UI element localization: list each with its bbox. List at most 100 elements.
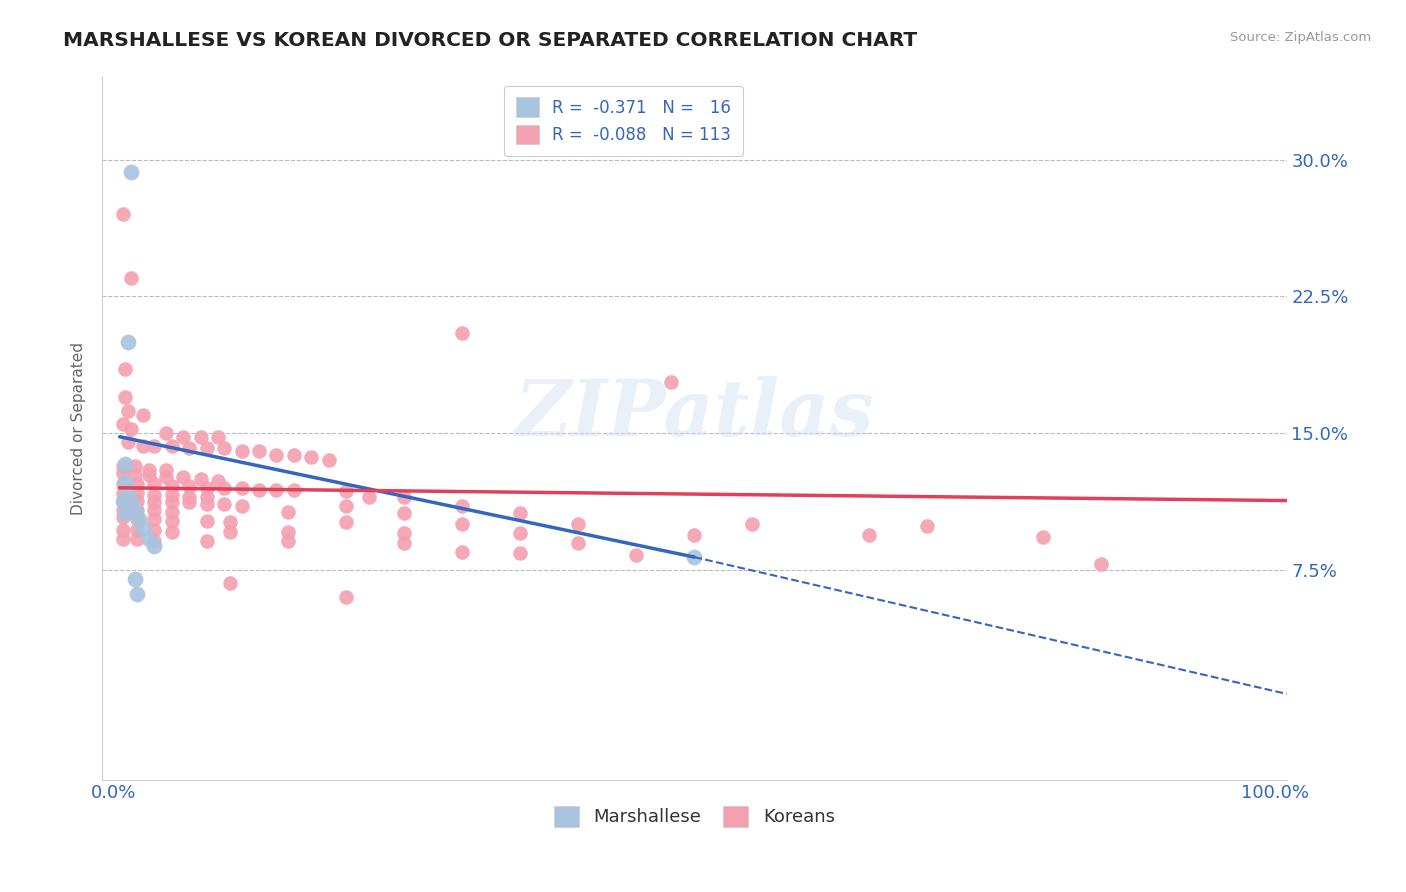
Y-axis label: Divorced or Separated: Divorced or Separated bbox=[72, 342, 86, 515]
Point bbox=[125, 477, 148, 491]
Point bbox=[114, 475, 136, 490]
Point bbox=[335, 591, 357, 605]
Point bbox=[125, 586, 148, 600]
Point bbox=[247, 483, 270, 497]
Point bbox=[143, 533, 166, 548]
Point bbox=[143, 512, 166, 526]
Point bbox=[143, 477, 166, 491]
Point bbox=[335, 499, 357, 513]
Point bbox=[138, 532, 160, 546]
Point bbox=[128, 512, 150, 526]
Point bbox=[247, 444, 270, 458]
Point bbox=[858, 528, 880, 542]
Point bbox=[155, 470, 177, 484]
Text: ZIPatlas: ZIPatlas bbox=[515, 376, 875, 453]
Point bbox=[451, 517, 474, 532]
Point bbox=[143, 439, 166, 453]
Point bbox=[359, 490, 381, 504]
Point bbox=[219, 524, 242, 539]
Point bbox=[626, 549, 648, 563]
Point bbox=[125, 512, 148, 526]
Point bbox=[231, 499, 253, 513]
Point bbox=[160, 504, 183, 518]
Point bbox=[155, 426, 177, 441]
Point bbox=[160, 495, 183, 509]
Point bbox=[112, 467, 135, 481]
Point bbox=[509, 506, 531, 520]
Point bbox=[112, 523, 135, 537]
Point bbox=[190, 430, 212, 444]
Point bbox=[1032, 530, 1054, 544]
Point bbox=[179, 441, 201, 455]
Point bbox=[114, 506, 136, 520]
Point bbox=[195, 514, 218, 528]
Point bbox=[318, 453, 340, 467]
Point bbox=[509, 546, 531, 560]
Point bbox=[112, 486, 135, 500]
Point bbox=[392, 535, 415, 549]
Point bbox=[392, 526, 415, 541]
Point bbox=[143, 502, 166, 516]
Point bbox=[112, 207, 135, 221]
Point bbox=[283, 483, 305, 497]
Point bbox=[567, 535, 589, 549]
Point bbox=[125, 532, 148, 546]
Point bbox=[117, 334, 139, 349]
Point bbox=[138, 468, 160, 483]
Point bbox=[132, 439, 155, 453]
Point bbox=[195, 497, 218, 511]
Point bbox=[231, 481, 253, 495]
Point bbox=[173, 430, 195, 444]
Point bbox=[915, 519, 938, 533]
Point bbox=[509, 526, 531, 541]
Point bbox=[160, 439, 183, 453]
Point bbox=[277, 524, 299, 539]
Point bbox=[335, 516, 357, 530]
Text: Source: ZipAtlas.com: Source: ZipAtlas.com bbox=[1230, 31, 1371, 45]
Point bbox=[451, 499, 474, 513]
Point bbox=[567, 517, 589, 532]
Point bbox=[266, 483, 288, 497]
Point bbox=[125, 523, 148, 537]
Point bbox=[160, 479, 183, 493]
Point bbox=[231, 444, 253, 458]
Point bbox=[283, 448, 305, 462]
Point bbox=[112, 493, 135, 508]
Point bbox=[392, 490, 415, 504]
Point bbox=[117, 484, 139, 499]
Point bbox=[195, 533, 218, 548]
Point bbox=[112, 417, 135, 431]
Point bbox=[160, 488, 183, 502]
Point bbox=[179, 495, 201, 509]
Point bbox=[219, 575, 242, 590]
Point bbox=[112, 502, 135, 516]
Point bbox=[117, 435, 139, 450]
Point bbox=[124, 458, 146, 473]
Point bbox=[112, 458, 135, 473]
Point bbox=[683, 550, 706, 565]
Point bbox=[124, 502, 146, 516]
Point bbox=[1090, 558, 1112, 572]
Point bbox=[160, 524, 183, 539]
Point bbox=[120, 271, 142, 285]
Point bbox=[114, 362, 136, 376]
Point bbox=[659, 375, 682, 389]
Legend: Marshallese, Koreans: Marshallese, Koreans bbox=[547, 798, 842, 834]
Point bbox=[451, 544, 474, 558]
Point bbox=[114, 457, 136, 471]
Point bbox=[392, 506, 415, 520]
Point bbox=[143, 488, 166, 502]
Point bbox=[207, 430, 229, 444]
Point bbox=[124, 572, 146, 586]
Point bbox=[120, 495, 142, 509]
Point bbox=[132, 521, 155, 535]
Point bbox=[335, 484, 357, 499]
Point bbox=[212, 441, 235, 455]
Point bbox=[179, 490, 201, 504]
Point bbox=[112, 532, 135, 546]
Point bbox=[212, 481, 235, 495]
Point bbox=[683, 528, 706, 542]
Point bbox=[138, 462, 160, 476]
Point bbox=[219, 516, 242, 530]
Point bbox=[117, 404, 139, 418]
